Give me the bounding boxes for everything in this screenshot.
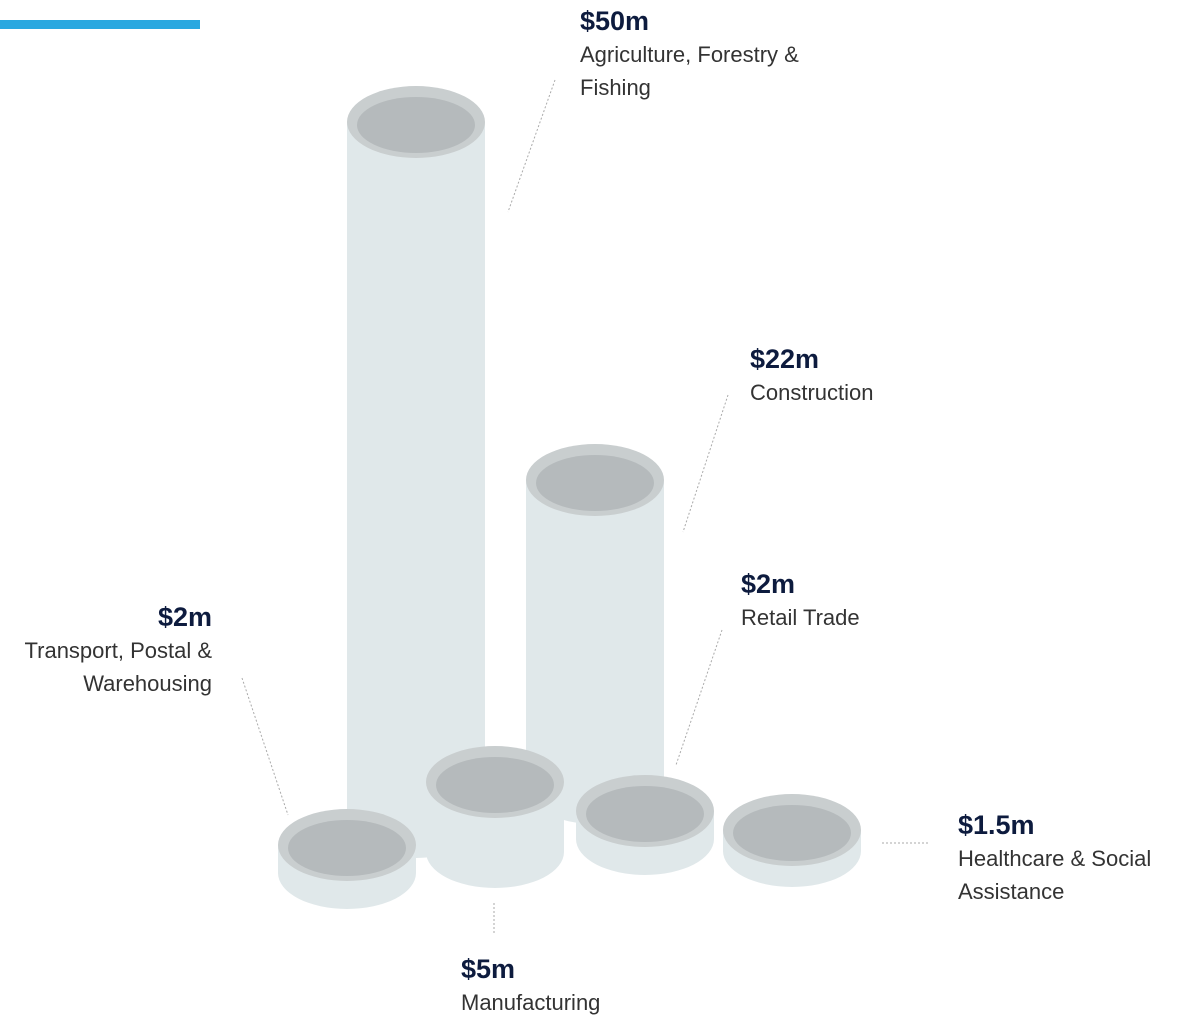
label: $22m Construction — [750, 342, 950, 409]
cylinder-top-inner — [586, 786, 704, 842]
value-label: $22m — [750, 344, 820, 374]
leader-line — [507, 79, 556, 213]
category-label: Healthcare & Social Assistance — [958, 846, 1152, 904]
cylinder-top-inner — [436, 757, 554, 813]
cylinder-top-inner — [733, 805, 851, 861]
leader-line — [241, 677, 289, 816]
category-label: Transport, Postal & Warehousing — [24, 638, 212, 696]
cylinder — [347, 122, 485, 858]
value-label: $5m — [461, 954, 516, 984]
value-label: $50m — [580, 6, 650, 36]
category-label: Agriculture, Forestry & Fishing — [580, 42, 799, 100]
leader-line — [675, 629, 723, 766]
cylinder — [526, 480, 664, 824]
cylinder-top-inner — [357, 97, 475, 153]
cylinder-top-inner — [288, 820, 406, 876]
label: $50m Agriculture, Forestry & Fishing — [580, 4, 870, 104]
category-label: Manufacturing — [461, 990, 601, 1015]
value-label: $2m — [741, 569, 796, 599]
value-label: $2m — [157, 602, 212, 632]
cylinder-top-inner — [536, 455, 654, 511]
category-label: Retail Trade — [741, 605, 860, 630]
label: $2m Retail Trade — [741, 567, 941, 634]
accent-bar — [0, 20, 200, 29]
category-label: Construction — [750, 380, 874, 405]
label: $5m Manufacturing — [461, 952, 681, 1019]
label: $2m Transport, Postal & Warehousing — [2, 600, 212, 700]
label: $1.5m Healthcare & Social Assistance — [958, 808, 1173, 908]
value-label: $1.5m — [958, 810, 1035, 840]
leader-line — [682, 394, 729, 533]
